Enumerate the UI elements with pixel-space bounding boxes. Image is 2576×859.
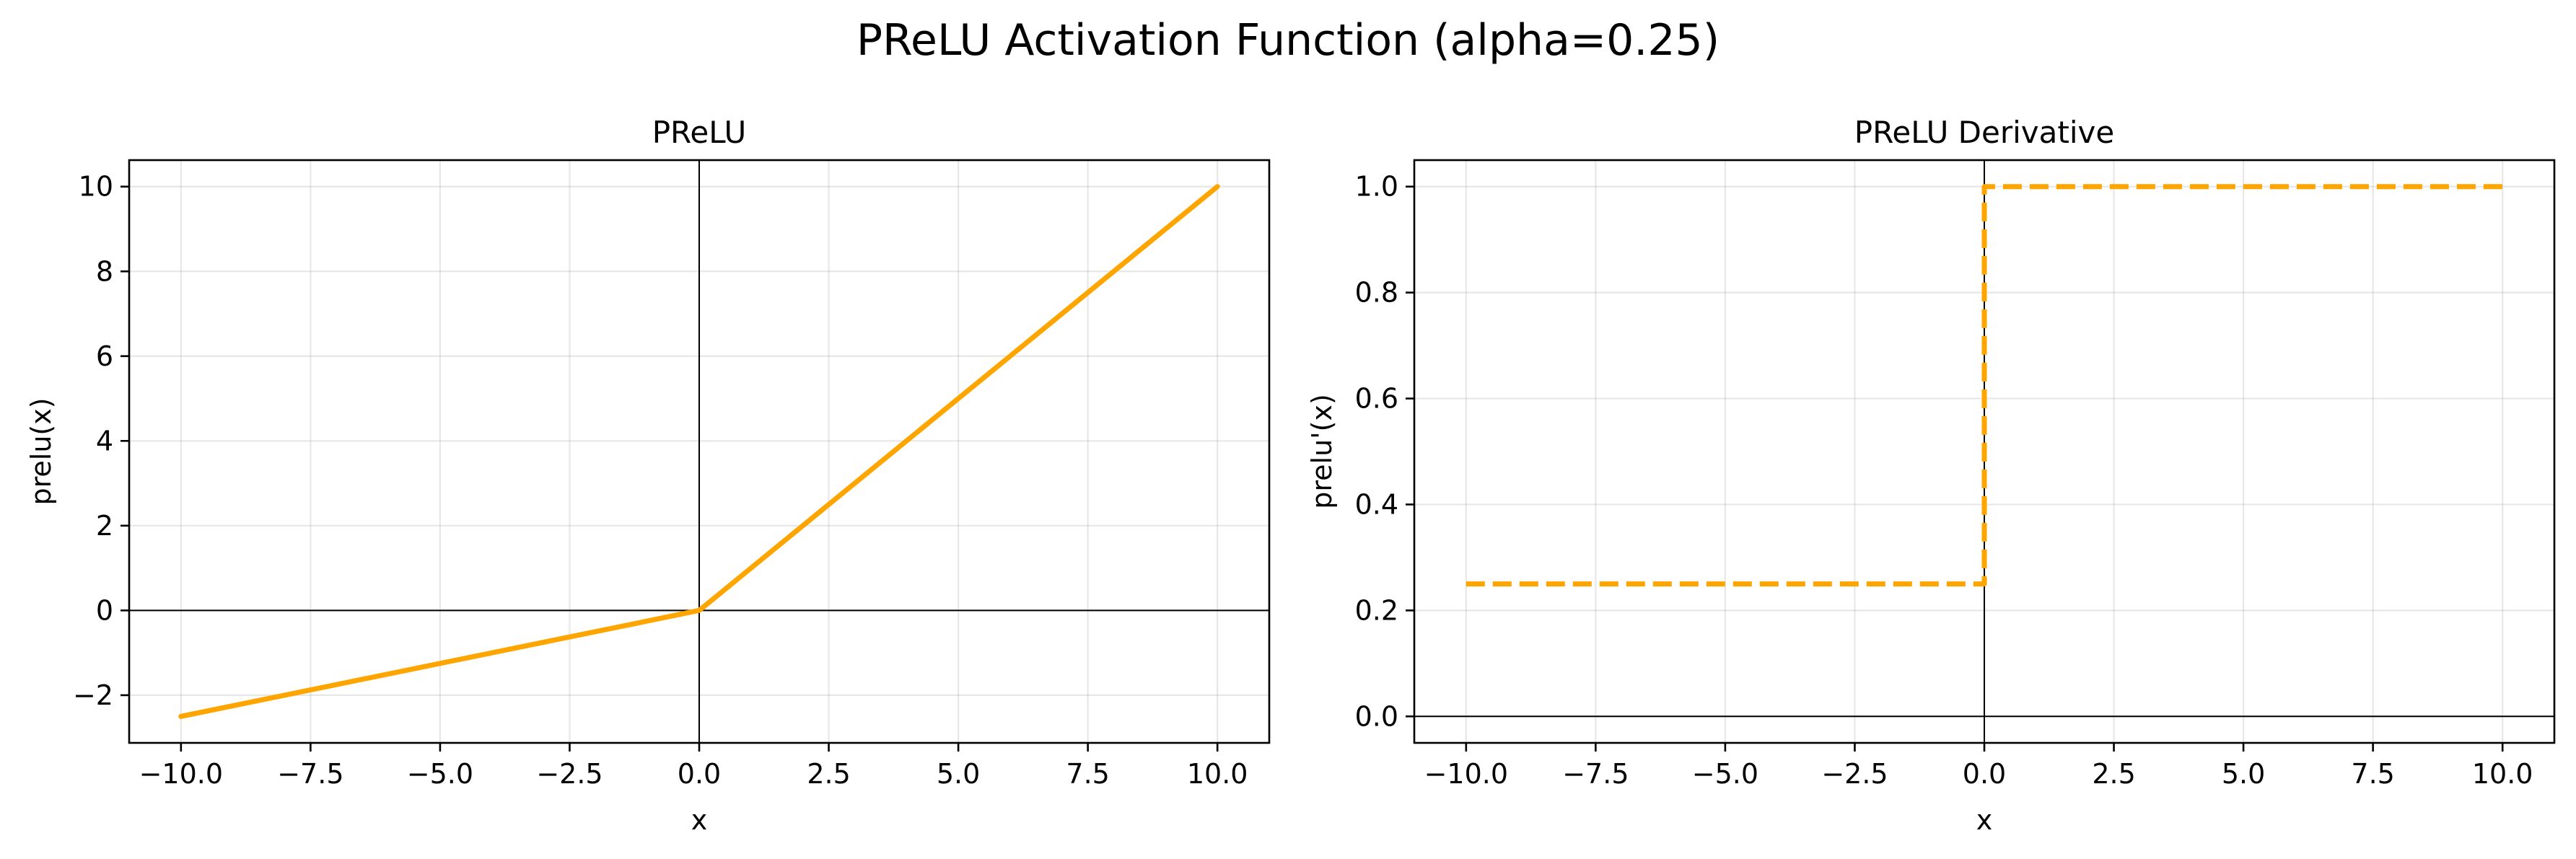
prelu-x-tick-label: −2.5 <box>536 758 603 790</box>
prelu-derivative-x-tick-label: −7.5 <box>1562 758 1629 790</box>
prelu-panel: PReLU −10.0 −7.5 −5.0 −2.5 0.0 2.5 5.0 7.5 10.0 −… <box>25 115 1271 836</box>
prelu-x-tick-label: −7.5 <box>277 758 343 790</box>
prelu-derivative-y-tick-label: 0.8 <box>1355 277 1398 309</box>
prelu-derivative-y-tick-label: 1.0 <box>1355 171 1398 203</box>
prelu-y-tick-label: 8 <box>96 255 113 287</box>
prelu-y-tick-label: 2 <box>96 510 113 542</box>
prelu-x-tick-label: 5.0 <box>937 758 980 790</box>
prelu-x-tick-label: −5.0 <box>407 758 473 790</box>
prelu-x-tick-label: −10.0 <box>139 758 223 790</box>
prelu-derivative-x-tick-label: 5.0 <box>2222 758 2265 790</box>
prelu-x-axis-label: x <box>691 804 708 836</box>
prelu-derivative-x-tick-label: 10.0 <box>2472 758 2533 790</box>
prelu-y-axis-label: prelu(x) <box>25 397 57 505</box>
prelu-derivative-y-tick-label: 0.2 <box>1355 594 1398 626</box>
prelu-x-tick-label: 10.0 <box>1187 758 1248 790</box>
prelu-derivative-x-tick-label: −2.5 <box>1821 758 1888 790</box>
prelu-derivative-series-line <box>1466 184 2503 587</box>
prelu-derivative-x-tick-label: −5.0 <box>1692 758 1758 790</box>
prelu-derivative-x-axis-label: x <box>1976 804 1993 836</box>
figure-title: PReLU Activation Function (alpha=0.25) <box>857 15 1719 66</box>
prelu-y-tick-label: 0 <box>96 594 113 626</box>
prelu-x-tick-label: 0.0 <box>678 758 721 790</box>
prelu-derivative-y-tick-label: 0.0 <box>1355 700 1398 732</box>
prelu-y-tick-label: −2 <box>73 679 113 711</box>
prelu-derivative-x-tick-label: 0.0 <box>1963 758 2006 790</box>
prelu-x-tick-label: 7.5 <box>1066 758 1109 790</box>
prelu-derivative-x-tick-label: 7.5 <box>2351 758 2394 790</box>
prelu-derivative-y-tick-label: 0.6 <box>1355 383 1398 415</box>
prelu-derivative-panel-title: PReLU Derivative <box>1854 115 2114 150</box>
prelu-derivative-x-tick-label: 2.5 <box>2092 758 2135 790</box>
prelu-derivative-y-tick-label: 0.4 <box>1355 488 1398 520</box>
prelu-y-tick-label: 4 <box>96 425 113 457</box>
prelu-series-line <box>178 184 1220 719</box>
prelu-derivative-panel: PReLU Derivative −10.0 −7.5 −5.0 −2.5 0.0 2.5… <box>1306 115 2556 836</box>
prelu-panel-title: PReLU <box>652 115 747 150</box>
prelu-derivative-y-axis-label: prelu'(x) <box>1306 394 1338 509</box>
prelu-y-tick-label: 10 <box>79 171 113 203</box>
prelu-y-tick-label: 6 <box>96 340 113 372</box>
prelu-derivative-x-tick-label: −10.0 <box>1424 758 1508 790</box>
prelu-x-tick-label: 2.5 <box>807 758 850 790</box>
